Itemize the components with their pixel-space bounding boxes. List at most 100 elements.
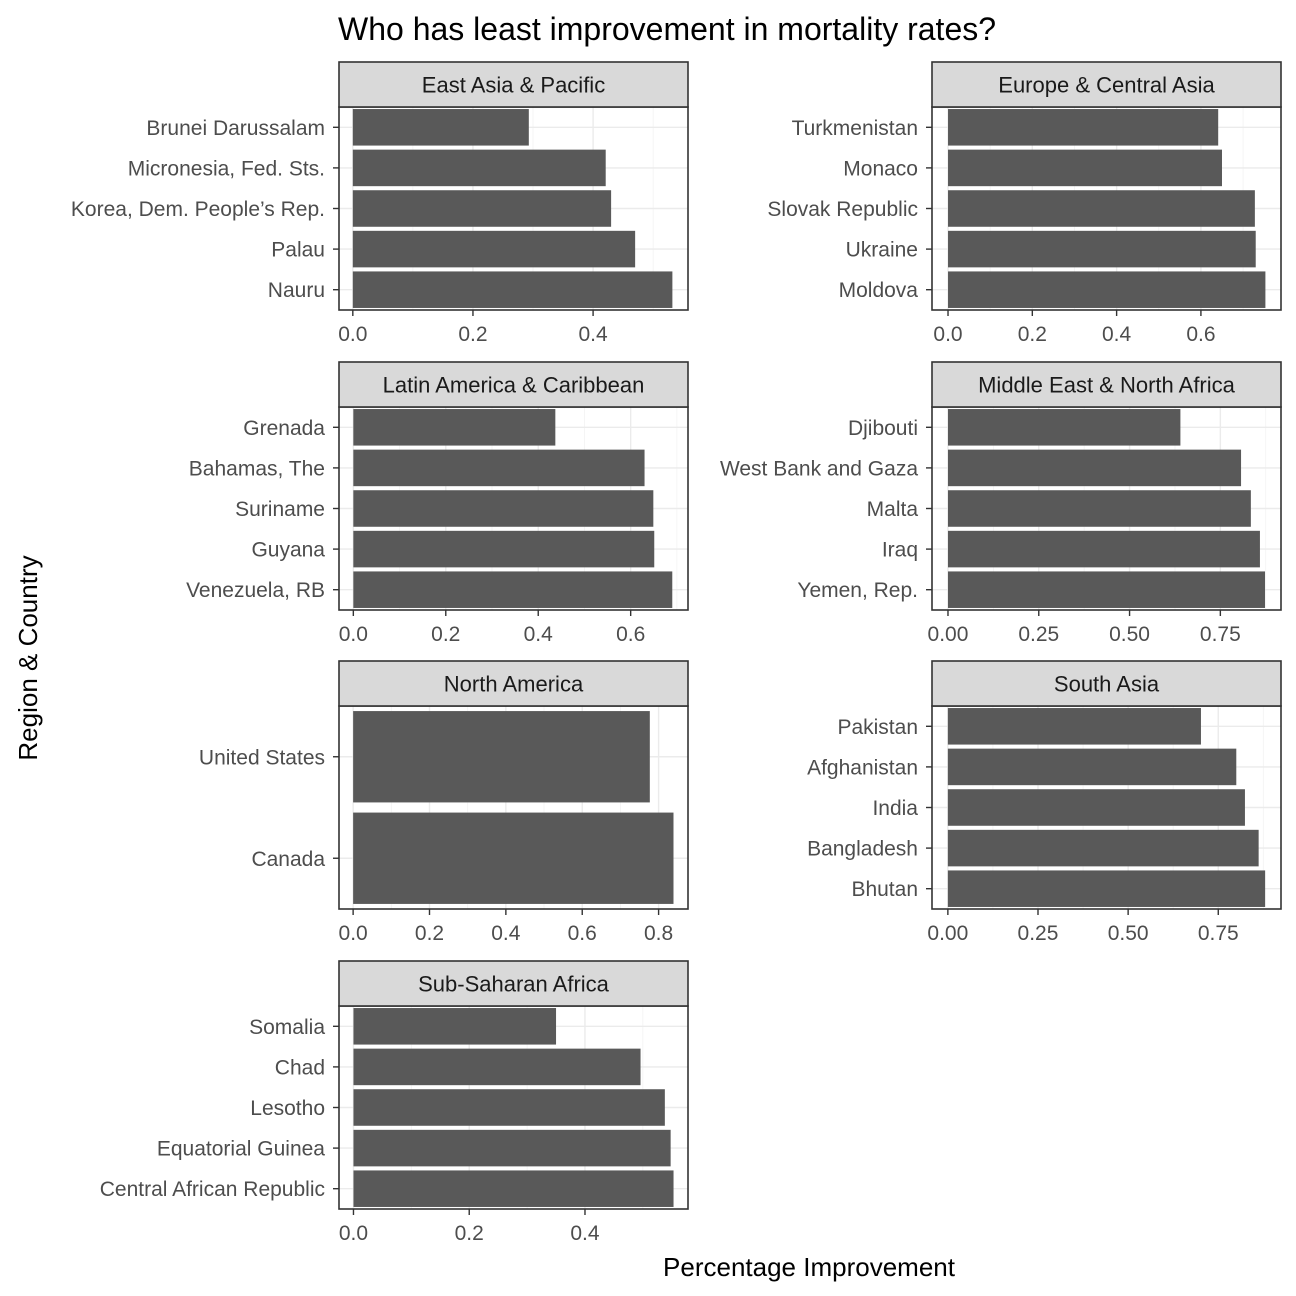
x-tick-label: 0.2 — [431, 623, 460, 646]
x-tick-label: 0.0 — [339, 922, 368, 945]
bar — [353, 1129, 671, 1167]
x-tick-label: 0.4 — [570, 1222, 600, 1245]
panel: Latin America & Caribbean Grenada Bahamas,… — [186, 361, 689, 646]
category-label: Pakistan — [837, 716, 918, 739]
category-label: Micronesia, Fed. Sts. — [128, 157, 325, 180]
facet-strip-label: South Asia — [1054, 672, 1160, 697]
x-tick-label: 0.25 — [1018, 922, 1059, 945]
y-axis-title: Region & Country — [13, 555, 43, 760]
panel: Middle East & North Africa Djibouti West B… — [720, 361, 1282, 646]
facet-strip — [338, 361, 689, 408]
facet-strip — [931, 660, 1282, 707]
x-tick-label: 0.50 — [1109, 623, 1150, 646]
x-tick-label: 0.2 — [455, 1222, 484, 1245]
facet-strip-label: North America — [444, 672, 584, 697]
x-tick-label: 0.2 — [415, 922, 444, 945]
facet-panels: East Asia & Pacific Brunei Darussalam Micr… — [71, 61, 1282, 1245]
x-tick-label: 0.0 — [339, 1222, 368, 1245]
bar — [353, 711, 650, 803]
x-tick-label: 0.75 — [1200, 623, 1241, 646]
bar — [947, 708, 1201, 745]
bar — [353, 1170, 674, 1207]
category-label: Ukraine — [846, 239, 918, 262]
x-tick-label: 0.0 — [933, 323, 962, 346]
panel: East Asia & Pacific Brunei Darussalam Micr… — [71, 61, 689, 346]
category-label: Moldova — [839, 279, 919, 302]
x-tick-label: 0.6 — [568, 922, 597, 945]
bar — [352, 230, 636, 268]
bar — [948, 109, 1219, 146]
facet-strip — [338, 660, 689, 707]
category-label: Suriname — [235, 498, 325, 521]
facet-strip — [338, 960, 689, 1007]
category-label: Lesotho — [250, 1097, 325, 1120]
panel: North America United States Canada 0.0 0.2 0.… — [199, 660, 689, 945]
panel: Sub-Saharan Africa Somalia Chad Lesotho Equa… — [100, 960, 689, 1245]
x-tick-label: 0.0 — [339, 623, 368, 646]
bar — [947, 870, 1266, 907]
bar — [353, 490, 654, 527]
x-tick-label: 0.6 — [616, 623, 645, 646]
category-label: Central African Republic — [100, 1178, 325, 1201]
x-tick-label: 0.6 — [1186, 323, 1215, 346]
bar — [948, 190, 1255, 227]
x-tick-label: 0.00 — [928, 623, 969, 646]
category-label: Djibouti — [848, 417, 918, 440]
category-label: United States — [199, 746, 325, 769]
category-label: Monaco — [843, 157, 918, 180]
bar — [947, 449, 1242, 487]
facet-strip-label: Sub-Saharan Africa — [418, 972, 610, 997]
bar — [352, 190, 612, 227]
category-label: Korea, Dem. People’s Rep. — [71, 198, 325, 221]
x-tick-label: 0.50 — [1108, 922, 1149, 945]
bar — [947, 748, 1237, 786]
x-tick-label: 0.4 — [491, 922, 521, 945]
facet-strip-label: Latin America & Caribbean — [383, 373, 645, 398]
category-label: India — [872, 797, 918, 820]
category-label: Slovak Republic — [767, 198, 918, 221]
category-label: Bahamas, The — [189, 457, 325, 480]
x-tick-label: 0.2 — [458, 323, 487, 346]
category-label: Chad — [275, 1056, 325, 1079]
category-label: Yemen, Rep. — [797, 579, 918, 602]
bar — [353, 1008, 557, 1045]
facet-strip — [338, 61, 689, 108]
category-label: Grenada — [243, 417, 325, 440]
category-label: Canada — [251, 848, 325, 871]
x-tick-label: 0.25 — [1018, 623, 1059, 646]
x-tick-label: 0.8 — [644, 922, 673, 945]
x-tick-label: 0.2 — [1018, 323, 1047, 346]
bar — [948, 230, 1256, 268]
category-label: Palau — [271, 239, 325, 262]
bar — [353, 530, 655, 568]
panel: Europe & Central Asia Turkmenistan Monaco S… — [767, 61, 1282, 346]
category-label: Afghanistan — [807, 756, 918, 779]
category-label: Malta — [867, 498, 919, 521]
x-axis-title: Percentage Improvement — [663, 1252, 956, 1282]
bar — [947, 490, 1251, 527]
facet-strip-label: Europe & Central Asia — [998, 73, 1215, 98]
bar — [353, 812, 674, 904]
facet-strip — [931, 61, 1282, 108]
category-label: West Bank and Gaza — [720, 457, 918, 480]
x-tick-label: 0.0 — [338, 323, 367, 346]
x-tick-label: 0.75 — [1198, 922, 1239, 945]
category-label: Nauru — [268, 279, 325, 302]
bar — [352, 149, 606, 187]
category-label: Equatorial Guinea — [157, 1138, 325, 1161]
bar — [947, 530, 1260, 568]
bar — [947, 409, 1181, 446]
x-tick-label: 0.4 — [578, 323, 608, 346]
bar — [947, 829, 1259, 867]
category-label: Somalia — [249, 1016, 325, 1039]
x-tick-label: 0.00 — [927, 922, 968, 945]
category-label: Guyana — [251, 539, 325, 562]
bar — [353, 571, 673, 608]
bar — [353, 449, 645, 487]
bar — [353, 409, 556, 446]
bar — [352, 109, 529, 146]
bar — [947, 571, 1266, 608]
bar — [948, 271, 1266, 308]
category-label: Bangladesh — [807, 838, 918, 861]
